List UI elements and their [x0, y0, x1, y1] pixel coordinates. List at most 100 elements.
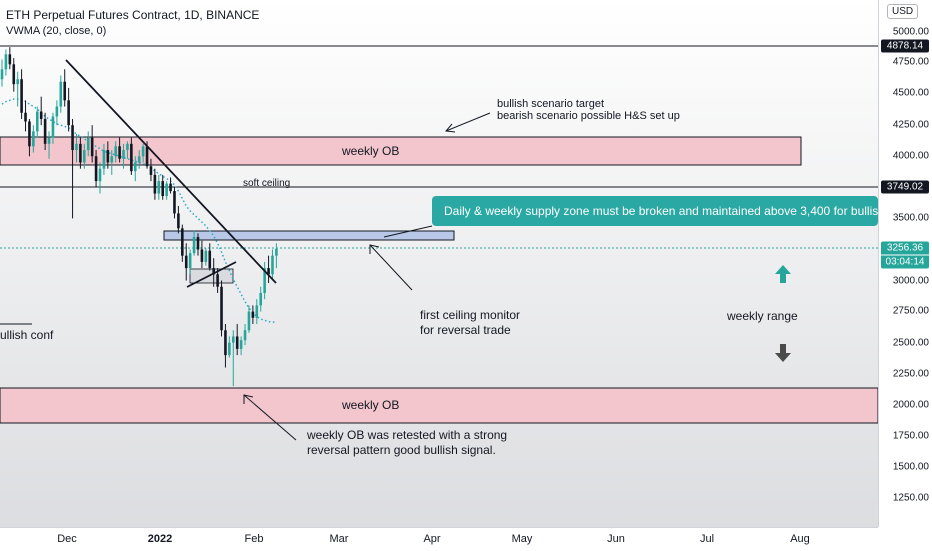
time-tick: 2022	[147, 533, 173, 545]
candle-body[interactable]	[75, 143, 78, 151]
candle-body[interactable]	[239, 340, 243, 349]
price-tick: 3500.00	[892, 212, 929, 224]
arrow-to-retest	[243, 394, 297, 441]
time-tick: Apr	[423, 533, 441, 545]
candle-body[interactable]	[106, 150, 110, 163]
price-tick: 1500.00	[892, 461, 929, 473]
candle-body[interactable]	[126, 143, 129, 151]
time-tick: Dec	[57, 533, 77, 545]
candle-body[interactable]	[169, 183, 172, 192]
candle-body[interactable]	[67, 100, 70, 126]
candle-body[interactable]	[259, 292, 263, 306]
candle-body[interactable]	[59, 81, 63, 107]
candle-body[interactable]	[181, 228, 184, 256]
arrow-to-target	[445, 112, 491, 133]
time-tick: Feb	[244, 533, 264, 545]
candle-body[interactable]	[184, 255, 188, 269]
candle-body[interactable]	[24, 112, 27, 122]
range-up-arrow-icon	[775, 265, 791, 283]
candle-body[interactable]	[224, 330, 227, 356]
candle-body[interactable]	[275, 248, 278, 256]
candle-body[interactable]	[235, 336, 239, 349]
candle-body[interactable]	[94, 156, 98, 182]
candle-body[interactable]	[263, 268, 266, 293]
candle-body[interactable]	[86, 137, 90, 151]
candle-body[interactable]	[0, 69, 4, 80]
candle-body[interactable]	[145, 146, 149, 167]
candle-body[interactable]	[43, 118, 47, 144]
candle-body[interactable]	[130, 143, 133, 172]
candle-body[interactable]	[251, 311, 255, 318]
candle-body[interactable]	[247, 311, 251, 331]
time-axis[interactable]: Dec 2022 Feb Mar Apr May Jun Jul Aug	[0, 527, 878, 551]
candle-body[interactable]	[102, 150, 106, 169]
candle-body[interactable]	[192, 237, 196, 254]
price-chart[interactable]	[0, 0, 878, 527]
candle-body[interactable]	[12, 64, 16, 85]
supply-zone-callout: Daily & weekly supply zone must be broke…	[432, 196, 878, 226]
currency-button[interactable]: USD	[887, 4, 919, 19]
candle-body[interactable]	[51, 116, 55, 138]
candle-body[interactable]	[255, 305, 259, 318]
last-price-tag: 3256.36	[881, 241, 929, 255]
candle-body[interactable]	[196, 237, 200, 250]
candle-body[interactable]	[98, 168, 102, 182]
price-tick: 2750.00	[892, 305, 929, 317]
consolidation-box	[189, 268, 234, 284]
candle-body[interactable]	[32, 131, 35, 147]
countdown-tag: 03:04:14	[881, 255, 929, 269]
candle-body[interactable]	[16, 79, 19, 85]
triangle-base-line	[186, 261, 237, 288]
candle-body[interactable]	[137, 156, 141, 163]
candle-body[interactable]	[173, 191, 176, 214]
candle-body[interactable]	[216, 274, 219, 287]
candle-body[interactable]	[39, 111, 43, 119]
weekly-ob-label-lower: weekly OB	[342, 398, 400, 412]
candle-body[interactable]	[83, 150, 86, 163]
supply-zone-box	[163, 230, 455, 241]
candle-body[interactable]	[188, 253, 192, 269]
candle-body[interactable]	[243, 330, 247, 341]
indicator-legend[interactable]: VWMA (20, close, 0)	[6, 25, 107, 37]
candle-body[interactable]	[161, 181, 165, 197]
candle-body[interactable]	[141, 146, 145, 157]
candle-body[interactable]	[79, 143, 82, 163]
candle-body[interactable]	[177, 213, 180, 229]
candle-body[interactable]	[47, 137, 51, 144]
candle-body[interactable]	[110, 156, 114, 163]
candle-body[interactable]	[35, 111, 39, 132]
candle-body[interactable]	[55, 106, 59, 117]
candle-body[interactable]	[267, 268, 270, 275]
arrow-to-supply	[369, 244, 413, 291]
candle-body[interactable]	[231, 336, 235, 343]
candle-body[interactable]	[122, 150, 125, 159]
candle-body[interactable]	[114, 146, 117, 157]
price-tick: 2500.00	[892, 337, 929, 349]
candle-body[interactable]	[90, 137, 94, 157]
chart-area[interactable]: ETH Perpetual Futures Contract, 1D, BINA…	[0, 0, 878, 527]
candle-body[interactable]	[153, 174, 157, 194]
candle-body[interactable]	[212, 268, 215, 275]
candle-body[interactable]	[118, 146, 121, 159]
candle-body[interactable]	[200, 249, 204, 262]
candle-body[interactable]	[8, 54, 12, 65]
price-tick: 2000.00	[892, 399, 929, 411]
price-axis[interactable]: USD 5000.00 4750.00 4500.00 4250.00 4000…	[878, 0, 932, 527]
soft-ceiling-label: soft ceiling	[243, 178, 291, 189]
candle-body[interactable]	[71, 125, 74, 151]
candle-body[interactable]	[149, 166, 153, 175]
candle-body[interactable]	[133, 162, 137, 172]
candle-body[interactable]	[220, 286, 223, 331]
symbol-title[interactable]: ETH Perpetual Futures Contract, 1D, BINA…	[6, 8, 260, 22]
target-note-line2: bearish scenario possible H&S set up	[497, 110, 680, 122]
candle-body[interactable]	[204, 250, 208, 262]
candle-body[interactable]	[228, 342, 231, 356]
candle-body[interactable]	[28, 121, 31, 147]
candle-body[interactable]	[63, 81, 67, 101]
candle-body[interactable]	[4, 54, 8, 70]
candle-body[interactable]	[208, 250, 212, 269]
candle-body[interactable]	[20, 79, 23, 113]
candle-body[interactable]	[165, 183, 168, 197]
candle-body[interactable]	[157, 181, 161, 194]
candle-body[interactable]	[271, 255, 274, 275]
